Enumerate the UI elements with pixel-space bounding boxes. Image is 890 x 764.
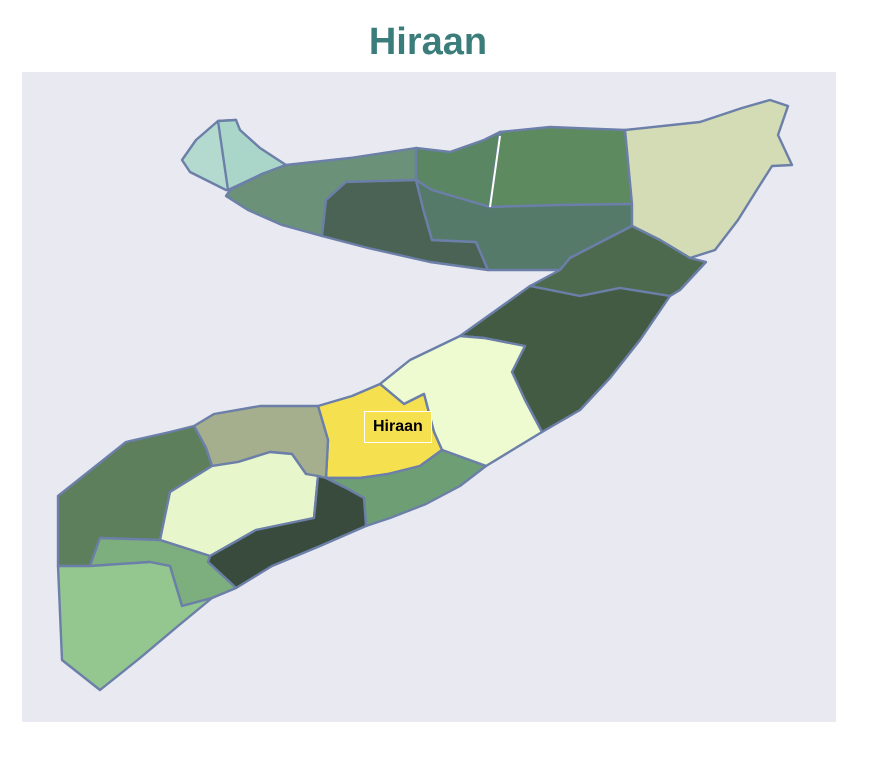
region-banaadir[interactable]: [206, 474, 368, 590]
region-sanaag-east[interactable]: [488, 125, 634, 209]
region-lower-juba[interactable]: [56, 560, 214, 692]
region-tooltip: Hiraan: [364, 411, 432, 443]
map-title: Hiraan: [368, 21, 488, 63]
region-border-line: [489, 135, 501, 208]
